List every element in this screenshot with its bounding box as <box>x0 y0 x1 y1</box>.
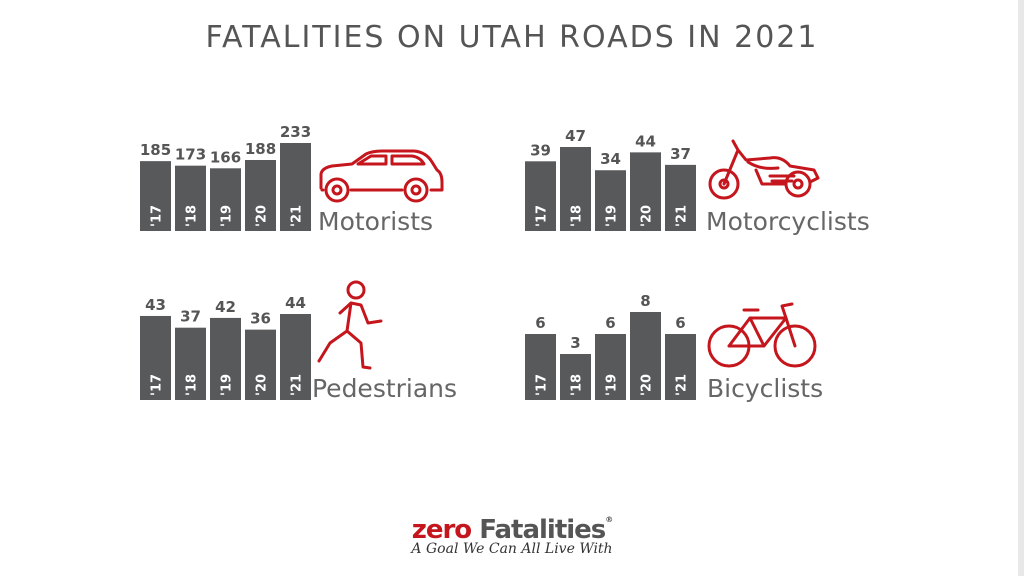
data-label: 34 <box>600 150 621 168</box>
bar <box>175 165 206 231</box>
tick-label: '17 <box>535 374 550 396</box>
data-label: 188 <box>245 140 276 158</box>
tick-label: '19 <box>605 374 620 396</box>
bar <box>665 164 696 231</box>
bar <box>525 161 556 231</box>
tick-label: '20 <box>255 205 270 227</box>
tick-label: '19 <box>220 374 235 396</box>
data-label: 44 <box>285 294 306 312</box>
data-label: 166 <box>210 148 241 166</box>
logo-zero-text: zero <box>411 515 472 545</box>
category-title: Bicyclists <box>707 374 823 403</box>
bar <box>210 317 241 400</box>
tick-label: '20 <box>640 205 655 227</box>
data-label: 42 <box>215 298 236 316</box>
tick-label: '21 <box>675 374 690 396</box>
data-label: 6 <box>675 314 685 332</box>
tick-label: '21 <box>290 205 305 227</box>
logo-fatalities-text: Fatalities <box>479 515 606 545</box>
data-label: 39 <box>530 141 551 159</box>
data-label: 6 <box>535 314 545 332</box>
page-title: FATALITIES ON UTAH ROADS IN 2021 <box>205 20 819 55</box>
bar <box>560 147 591 231</box>
category-title: Pedestrians <box>312 374 457 403</box>
bar <box>245 329 276 400</box>
tick-label: '17 <box>150 374 165 396</box>
tick-label: '19 <box>220 205 235 227</box>
data-label: 47 <box>565 127 586 145</box>
data-label: 3 <box>570 334 580 352</box>
data-label: 173 <box>175 146 206 164</box>
data-label: 44 <box>635 132 656 150</box>
data-label: 8 <box>640 292 650 310</box>
tick-label: '21 <box>290 374 305 396</box>
pedestrian-icon <box>317 280 383 370</box>
logo-registered-mark: ® <box>605 515 613 524</box>
tick-label: '18 <box>570 205 585 227</box>
data-label: 36 <box>250 310 271 328</box>
data-label: 37 <box>180 308 201 326</box>
tick-label: '20 <box>255 374 270 396</box>
motorcycle-icon <box>708 139 820 200</box>
chart-motorists: 185 '17 173 '18 166 '19 188 '20 233 '21 Motorists <box>140 123 433 236</box>
chart-motorcyclists: 39 '17 47 '18 34 '19 44 '20 37 '21 Motorcyclists <box>525 127 870 236</box>
car-icon <box>319 149 444 203</box>
bar <box>280 143 311 231</box>
tick-label: '18 <box>570 374 585 396</box>
bar <box>595 170 626 231</box>
data-label: 43 <box>145 296 166 314</box>
chart-bicyclists: 6 '17 3 '18 6 '19 8 '20 6 '21 Bicyclists <box>525 292 823 403</box>
bar <box>665 334 696 400</box>
tick-label: '19 <box>605 205 620 227</box>
tick-label: '21 <box>675 205 690 227</box>
logo-wordmark: zero Fatalities® <box>0 515 1024 545</box>
bar <box>280 314 311 400</box>
category-title: Motorcyclists <box>706 207 870 236</box>
bar <box>525 334 556 400</box>
bar <box>175 327 206 400</box>
bar <box>140 161 171 231</box>
data-label: 233 <box>280 123 311 141</box>
tick-label: '17 <box>150 205 165 227</box>
bar <box>630 152 661 231</box>
bar <box>245 159 276 231</box>
bicycle-icon <box>707 302 817 368</box>
bar <box>595 334 626 400</box>
data-label: 37 <box>670 145 691 163</box>
bar <box>560 354 591 400</box>
category-title: Motorists <box>318 207 433 236</box>
tick-label: '17 <box>535 205 550 227</box>
chart-pedestrians: 43 '17 37 '18 42 '19 36 '20 44 '21 Pedestrians <box>140 294 457 403</box>
bar <box>210 168 241 231</box>
page-edge <box>1018 0 1024 576</box>
tick-label: '18 <box>185 205 200 227</box>
bar <box>630 312 661 400</box>
tick-label: '18 <box>185 374 200 396</box>
bar <box>140 315 171 400</box>
logo-tagline: A Goal We Can All Live With <box>411 541 613 557</box>
data-label: 185 <box>140 141 171 159</box>
zero-fatalities-logo: zero Fatalities® A Goal We Can All Live … <box>0 515 1024 557</box>
tick-label: '20 <box>640 374 655 396</box>
data-label: 6 <box>605 314 615 332</box>
